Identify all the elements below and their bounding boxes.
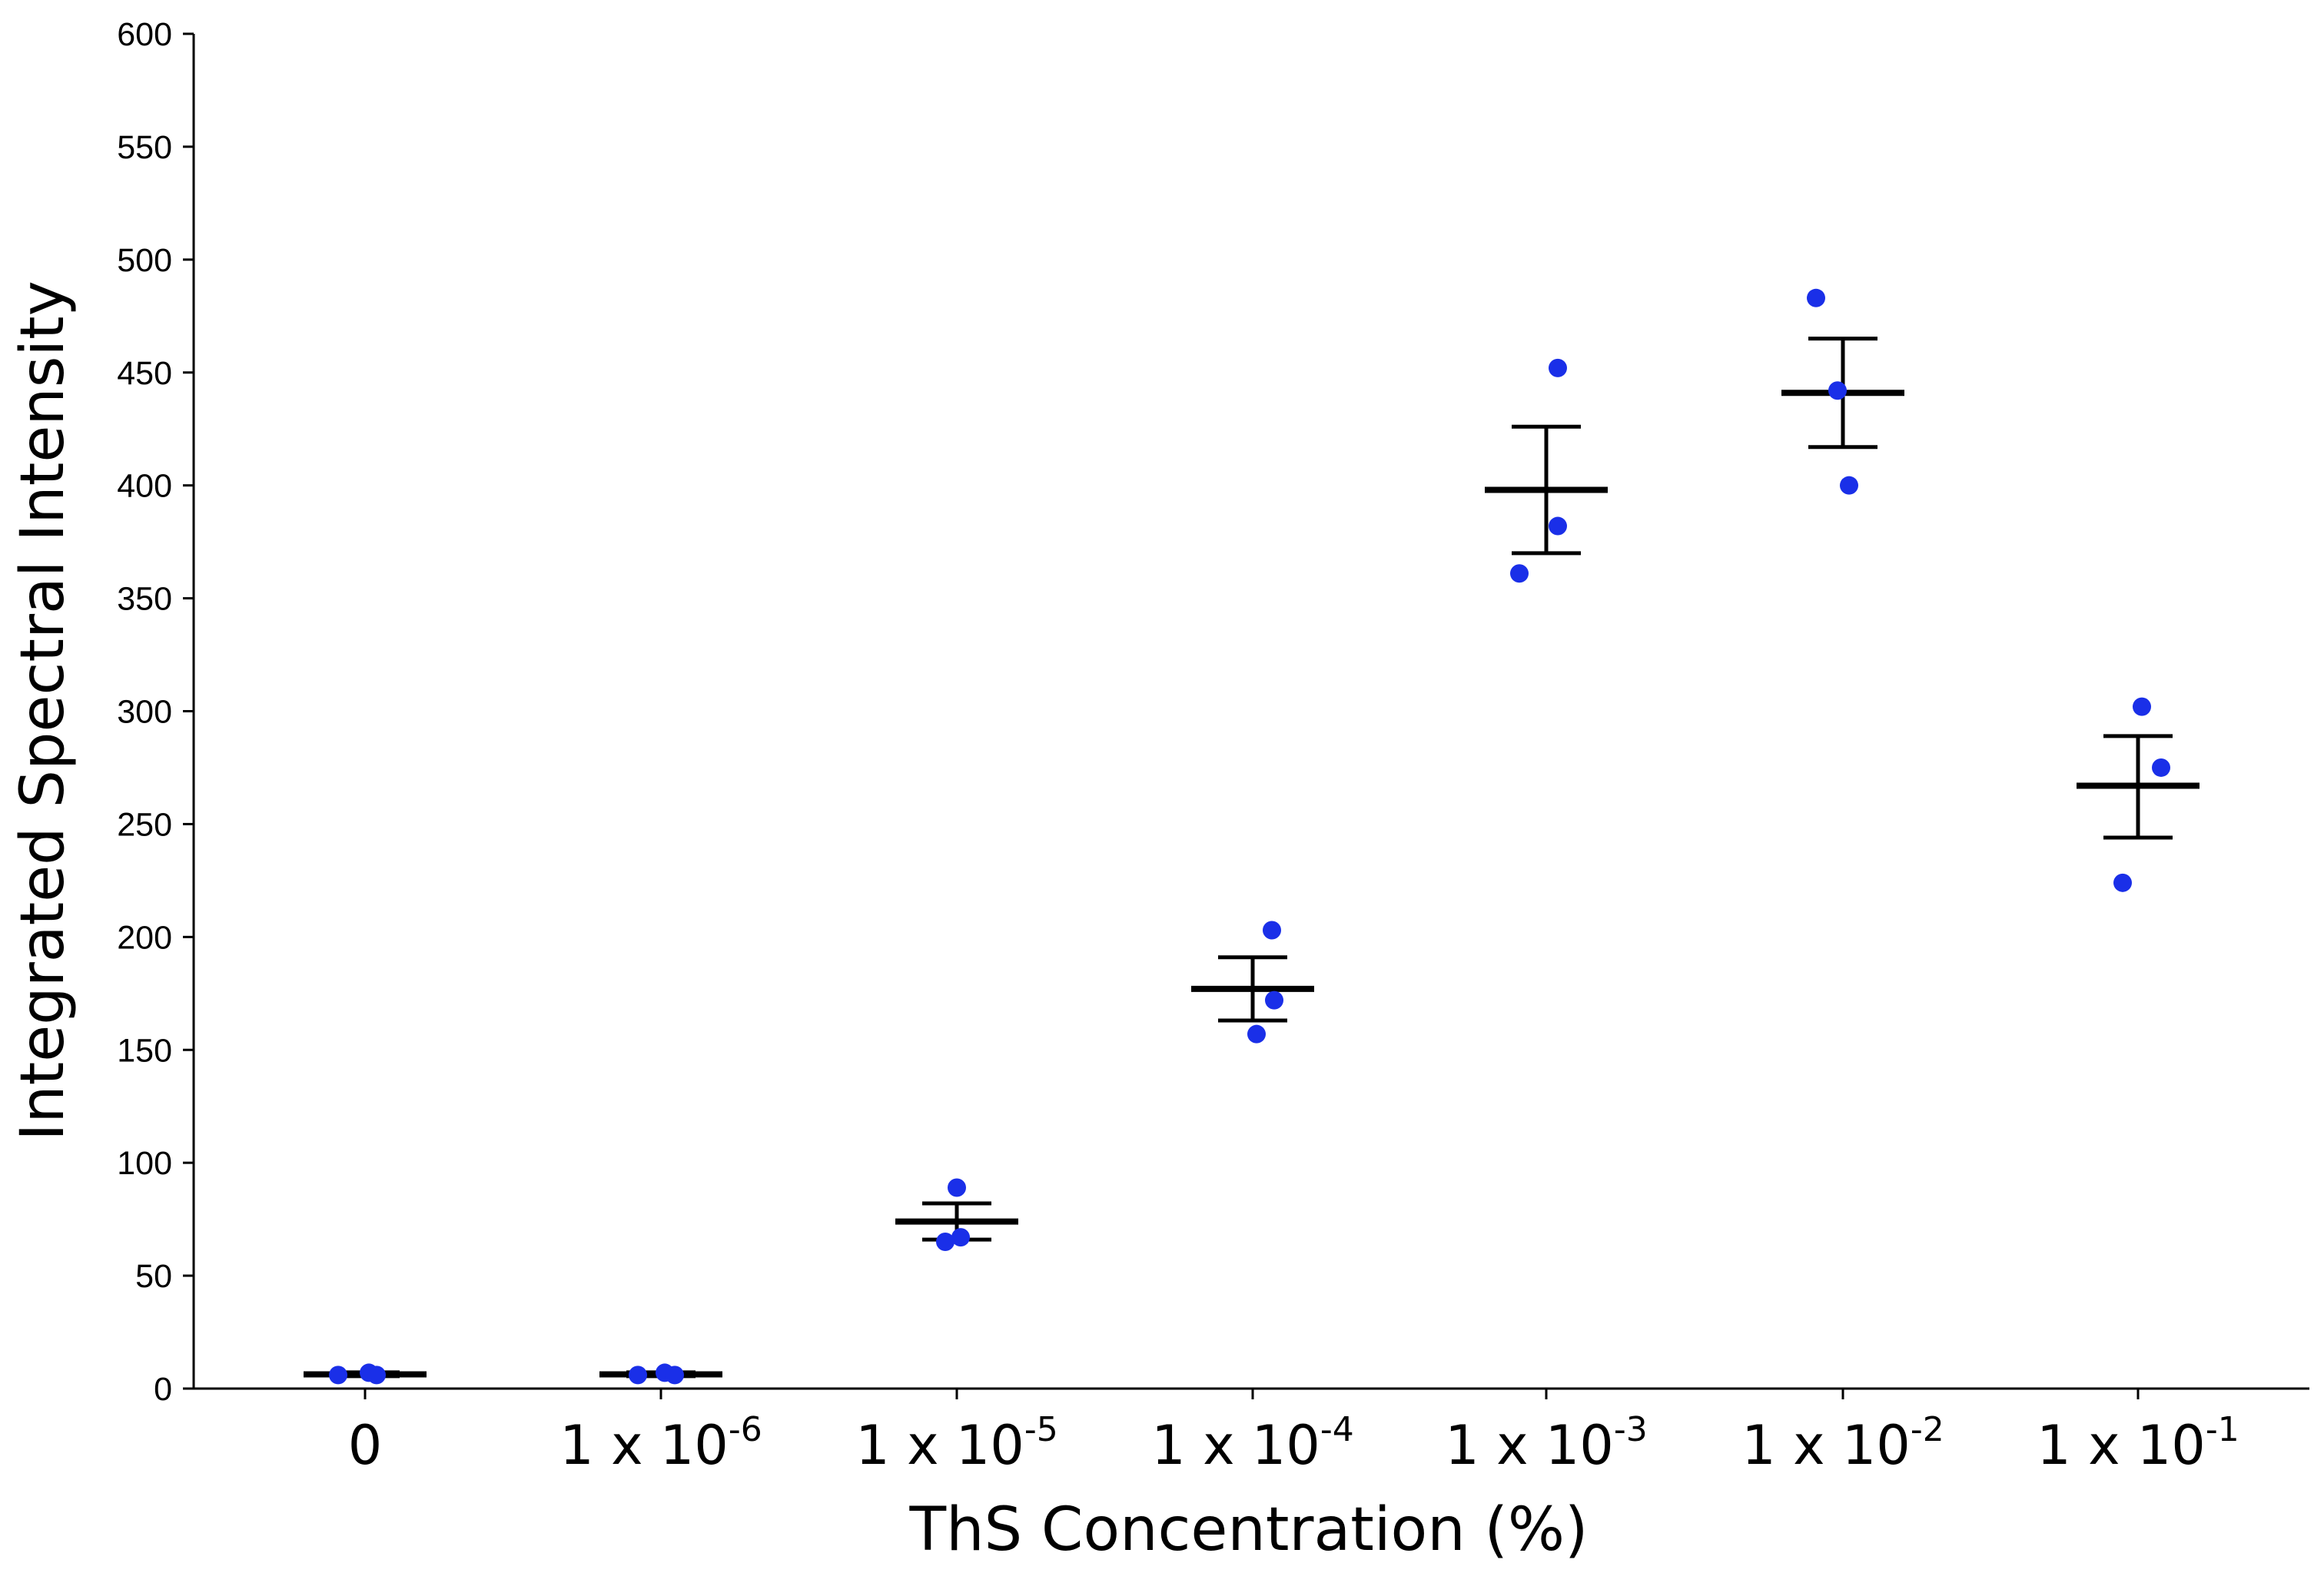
data-point <box>1510 564 1529 583</box>
data-point <box>1828 381 1847 400</box>
data-marks <box>304 288 2200 1385</box>
data-point <box>329 1366 347 1385</box>
axes <box>192 34 2309 1390</box>
x-tick-label-exponent: -6 <box>729 1410 762 1449</box>
data-point <box>2133 697 2151 716</box>
y-tick-label: 50 <box>135 1258 172 1295</box>
group-2 <box>895 1178 1018 1252</box>
x-tick-label: 1 x 10-1 <box>2037 1410 2239 1477</box>
x-tick-label: 1 x 10-6 <box>559 1410 762 1477</box>
data-point <box>1549 358 1567 377</box>
y-tick-label: 0 <box>154 1371 172 1408</box>
data-point <box>1247 1024 1266 1044</box>
data-point <box>666 1366 684 1385</box>
x-tick-label-base: 1 x 10 <box>1151 1414 1320 1477</box>
data-point <box>1840 476 1858 495</box>
x-tick-label-base: 0 <box>348 1414 383 1477</box>
y-axis-ticks: 0 50 100 150 200 250 300 350 400 450 500 550 600 <box>117 16 194 1408</box>
data-point <box>948 1178 966 1197</box>
data-point <box>951 1228 970 1247</box>
x-tick-label-exponent: -5 <box>1024 1410 1058 1449</box>
x-tick-label-exponent: -4 <box>1320 1410 1354 1449</box>
x-tick-label: 1 x 10-4 <box>1151 1410 1353 1477</box>
data-point <box>1549 516 1567 536</box>
x-tick-label: 1 x 10-3 <box>1445 1410 1647 1477</box>
x-tick-label-base: 1 x 10 <box>559 1414 729 1477</box>
x-tick-label-base: 1 x 10 <box>1445 1414 1614 1477</box>
x-tick-label-exponent: -1 <box>2206 1410 2239 1449</box>
x-tick-label-base: 1 x 10 <box>855 1414 1024 1477</box>
y-tick-label: 150 <box>117 1032 172 1069</box>
y-tick-label: 600 <box>117 16 172 53</box>
y-tick-label: 550 <box>117 129 172 166</box>
x-tick-label-base: 1 x 10 <box>1741 1414 1911 1477</box>
y-tick-label: 100 <box>117 1145 172 1182</box>
group-3 <box>1191 921 1314 1044</box>
group-0 <box>304 1363 427 1385</box>
x-tick-label: 1 x 10-5 <box>855 1410 1057 1477</box>
group-6 <box>2077 697 2200 892</box>
data-point <box>2152 758 2170 777</box>
data-point <box>936 1233 954 1252</box>
data-point <box>1807 288 1825 307</box>
data-point <box>367 1366 386 1385</box>
data-point <box>2113 873 2132 892</box>
x-tick-label: 0 <box>348 1414 383 1477</box>
group-4 <box>1485 358 1608 583</box>
x-axis-title: ThS Concentration (%) <box>909 1495 1589 1565</box>
y-tick-label: 500 <box>117 242 172 279</box>
y-axis-title: Integrated Spectral Intensity <box>8 280 78 1141</box>
x-tick-label-exponent: -2 <box>1911 1410 1944 1449</box>
data-point <box>629 1366 647 1385</box>
y-tick-label: 200 <box>117 919 172 956</box>
group-5 <box>1781 288 1904 495</box>
x-tick-label: 1 x 10-2 <box>1741 1410 1944 1477</box>
x-tick-label-exponent: -3 <box>1614 1410 1648 1449</box>
data-point <box>1263 921 1281 940</box>
y-tick-label: 300 <box>117 694 172 731</box>
data-point <box>1265 991 1283 1010</box>
group-1 <box>599 1363 722 1385</box>
y-tick-label: 450 <box>117 355 172 392</box>
y-tick-label: 250 <box>117 806 172 843</box>
y-tick-label: 400 <box>117 468 172 505</box>
x-tick-label-base: 1 x 10 <box>2037 1414 2206 1477</box>
y-tick-label: 350 <box>117 581 172 618</box>
